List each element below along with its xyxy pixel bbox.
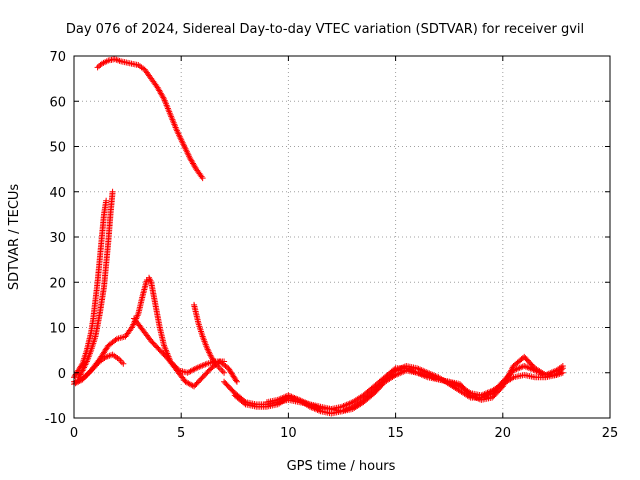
data-point [391,366,398,373]
data-point [241,400,248,407]
y-tick-label: 40 [49,186,66,201]
data-point [97,61,104,68]
data-point [557,367,564,374]
x-tick-label: 20 [495,426,512,441]
y-axis-label: SDTVAR / TECUs [7,184,22,291]
data-point [199,175,206,182]
x-tick-label: 0 [70,426,78,441]
y-tick-label: 30 [49,231,66,246]
data-point [233,377,240,384]
y-tick-label: 20 [49,276,66,291]
data-point [189,382,196,389]
y-tick-label: 50 [49,141,66,156]
data-point [219,368,226,375]
data-point [120,360,127,367]
data-points [71,56,566,417]
data-point [233,378,240,385]
data-point [221,369,228,376]
data-point [553,372,560,379]
data-point [555,369,562,376]
x-tick-label: 25 [602,426,619,441]
data-point [554,370,561,377]
y-tick-label: 10 [49,322,66,337]
data-point [118,359,125,366]
x-axis-label: GPS time / hours [287,459,396,474]
axis-ticks: 0 5 10 15 20 25 -10 0 10 20 30 40 50 60 70 [45,50,619,441]
y-tick-label: 60 [49,95,66,110]
data-point [117,357,124,364]
data-point [109,188,116,195]
x-tick-label: 10 [280,426,297,441]
data-point [216,365,223,372]
grid-layer [74,56,610,418]
y-tick-label: 70 [49,50,66,65]
data-point [191,365,198,372]
y-tick-label: 0 [58,367,66,382]
x-tick-label: 5 [177,426,185,441]
data-point [112,336,119,343]
data-point [103,197,110,204]
data-point [558,366,565,373]
x-tick-label: 15 [387,426,404,441]
data-point [218,366,225,373]
data-point [559,365,566,372]
data-point [160,94,167,101]
chart-title: Day 076 of 2024, Sidereal Day-to-day VTE… [66,22,584,37]
y-tick-label: -10 [45,412,66,427]
